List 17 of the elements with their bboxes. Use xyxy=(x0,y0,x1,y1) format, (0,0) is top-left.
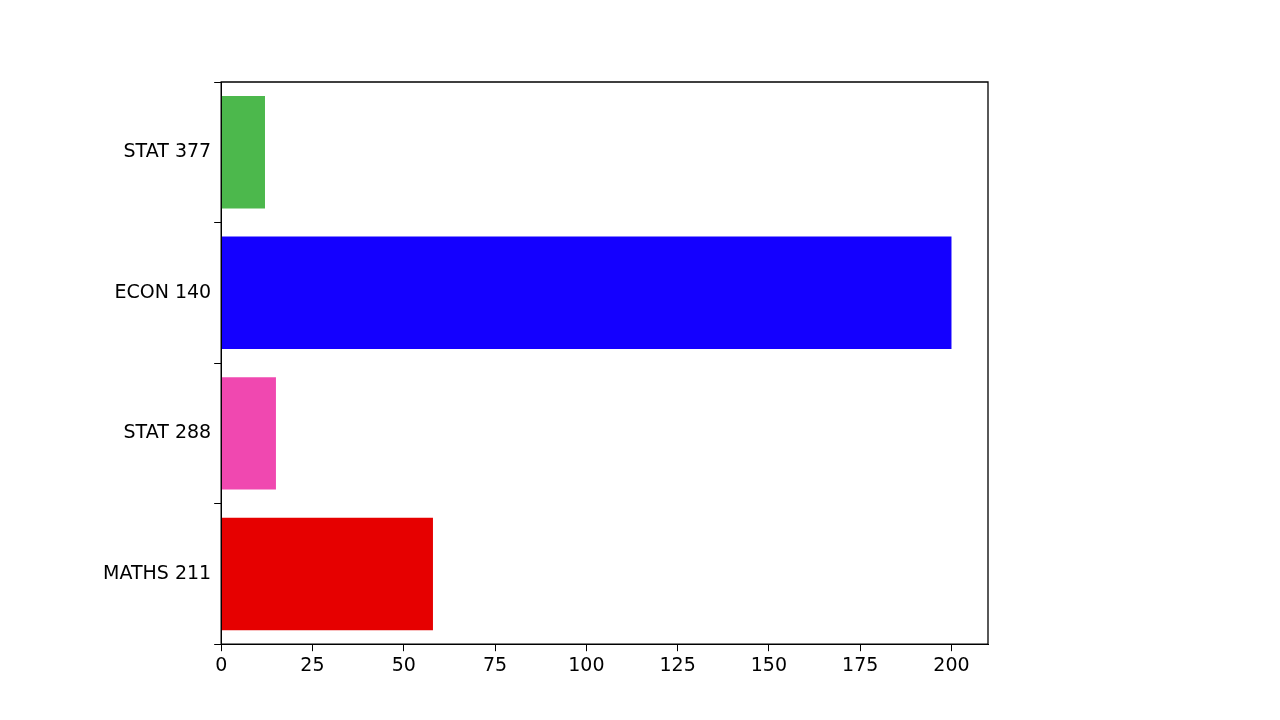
bar xyxy=(221,236,952,350)
y-tick-label: STAT 377 xyxy=(123,139,212,162)
bar xyxy=(221,517,433,631)
bar xyxy=(221,377,276,490)
y-tick-label: STAT 288 xyxy=(123,420,212,443)
x-tick-label: 150 xyxy=(750,652,788,675)
x-tick-label: 200 xyxy=(933,652,970,675)
x-tick-label: 175 xyxy=(842,652,879,675)
x-tick-label: 25 xyxy=(300,652,325,675)
x-tick-label: 0 xyxy=(215,652,228,675)
x-tick-label: 125 xyxy=(659,652,696,675)
y-tick-label: MATHS 211 xyxy=(102,560,212,583)
x-tick-label: 50 xyxy=(391,652,416,675)
x-tick-label: 100 xyxy=(568,652,605,675)
x-tick-label: 75 xyxy=(482,652,508,675)
bar xyxy=(221,96,265,209)
y-tick-label: ECON 140 xyxy=(114,279,212,302)
